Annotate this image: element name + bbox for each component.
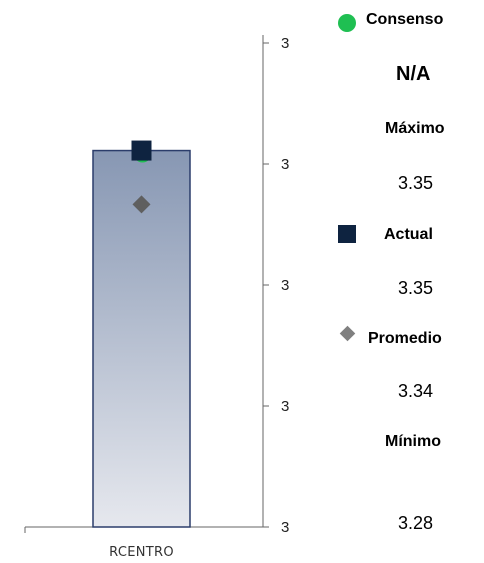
legend: Consenso N/A Máximo 3.35 Actual 3.35 Pro… <box>330 0 484 563</box>
promedio-label: Promedio <box>368 330 442 347</box>
actual-label: Actual <box>384 226 433 243</box>
maximo-label: Máximo <box>385 120 445 137</box>
y-tick-label: 3 <box>281 277 289 294</box>
minimo-label: Mínimo <box>385 433 441 450</box>
chart: 3 3 3 3 3 RCENTRO <box>24 35 289 560</box>
category-label: RCENTRO <box>109 545 174 560</box>
actual-marker-icon <box>338 225 356 243</box>
y-tick-label: 3 <box>281 35 289 52</box>
consenso-label: Consenso <box>366 11 444 28</box>
consenso-value: N/A <box>396 63 431 85</box>
y-tick-label: 3 <box>281 398 289 415</box>
minimo-value: 3.28 <box>398 513 434 533</box>
promedio-marker <box>132 195 151 214</box>
promedio-marker-icon <box>339 325 356 342</box>
promedio-value: 3.34 <box>398 381 434 401</box>
y-tick-label: 3 <box>281 519 289 536</box>
consenso-marker-icon <box>338 14 356 32</box>
y-tick-label: 3 <box>281 156 289 173</box>
actual-marker <box>131 140 152 161</box>
maximo-value: 3.35 <box>398 173 434 193</box>
actual-value: 3.35 <box>398 278 434 298</box>
